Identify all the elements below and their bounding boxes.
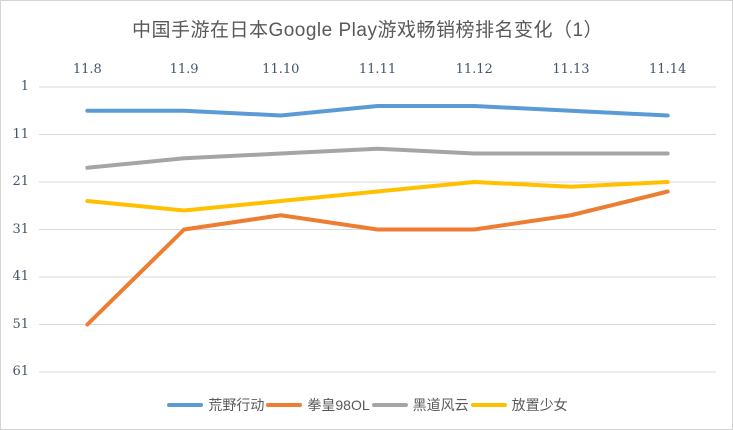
x-axis-tick-label: 11.11	[358, 62, 397, 77]
y-axis-tick-label: 61	[12, 364, 29, 379]
x-axis-tick-label: 11.10	[262, 62, 300, 77]
y-axis-tick-label: 41	[12, 269, 29, 284]
legend-label: 荒野行动	[208, 397, 265, 413]
y-axis-tick-label: 11	[12, 126, 29, 142]
series-line-黑道风云	[85, 146, 670, 170]
y-axis-tick-label: 51	[12, 316, 29, 332]
series-line-拳皇98OL	[85, 189, 670, 327]
x-axis-tick-label: 11.12	[455, 62, 493, 77]
y-axis-tick-label: 31	[12, 221, 29, 237]
x-axis-tick-label: 11.14	[649, 62, 687, 77]
x-axis-tick-label: 11.13	[552, 62, 590, 77]
legend: 荒野行动 拳皇98OL 黑道风云 放置少女	[1, 395, 732, 415]
y-axis-tick-label: 21	[12, 174, 29, 189]
x-axis-tick-label: 11.8	[72, 62, 102, 77]
legend-swatch	[266, 403, 303, 407]
legend-label: 拳皇98OL	[307, 397, 370, 413]
chart-title: 中国手游在日本Google Play游戏畅销榜排名变化（1）	[131, 20, 604, 41]
legend-label: 放置少女	[511, 397, 568, 413]
legend-swatch	[167, 403, 204, 407]
legend-item: 拳皇98OL	[266, 395, 370, 415]
y-axis-tick-label: 1	[20, 79, 29, 94]
legend-item: 放置少女	[470, 395, 568, 415]
series-line-荒野行动	[85, 104, 670, 118]
x-axis-tick-label: 11.9	[169, 62, 199, 77]
legend-item: 黑道风云	[371, 395, 469, 415]
legend-label: 黑道风云	[412, 397, 469, 413]
series-line-放置少女	[85, 180, 670, 213]
legend-swatch	[371, 403, 408, 407]
legend-item: 荒野行动	[167, 395, 264, 415]
legend-swatch	[470, 403, 507, 407]
